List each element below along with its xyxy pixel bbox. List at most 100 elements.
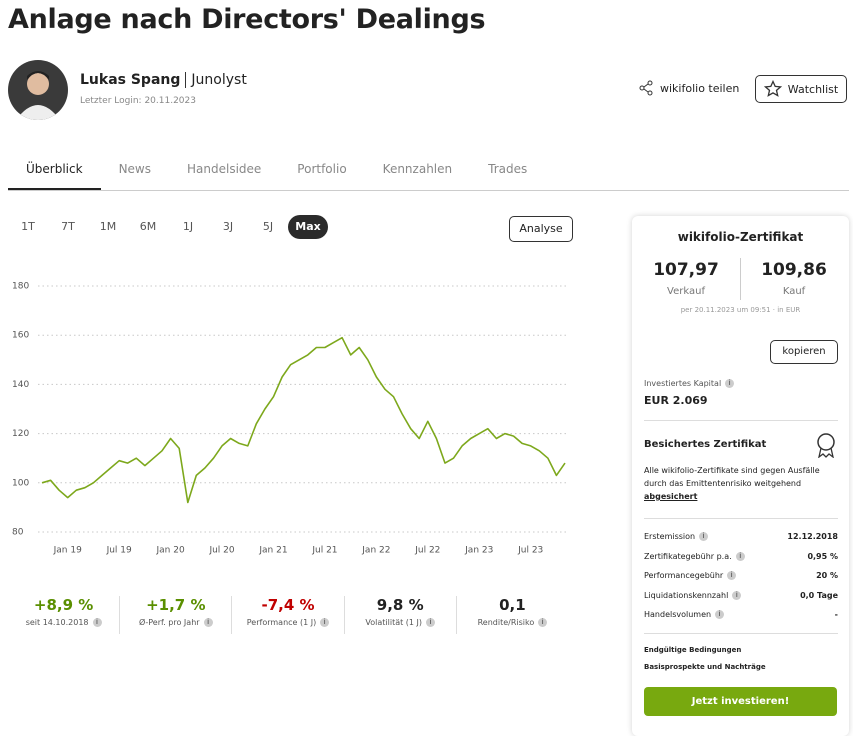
detail-label: Handelsvolumen i — [644, 610, 725, 619]
range-button[interactable]: 1J — [182, 220, 194, 233]
stat-value: +8,9 % — [33, 596, 94, 614]
x-tick-label: Jul 21 — [311, 546, 337, 556]
range-button[interactable]: 1T — [21, 220, 35, 233]
y-tick-label: 120 — [12, 429, 29, 439]
stat: +8,9 % seit 14.10.2018 i — [8, 596, 121, 634]
divider — [644, 633, 838, 634]
tab-bar: Überblick News Handelsidee Portfolio Kennzah… — [8, 150, 849, 191]
timestamp: per 20.11.2023 um 09:51 · in EUR — [680, 306, 801, 314]
detail-label-text: Performancegebühr — [644, 571, 724, 580]
x-tick-label: Jan 22 — [361, 546, 390, 556]
panel-title: wikifolio-Zertifikat — [677, 230, 804, 244]
tab[interactable]: Handelsidee — [187, 162, 262, 176]
company: Junolyst — [191, 72, 247, 88]
chart: 80 100 120 140 160 180 Jan 19 Jul 19 Jan 20 Jul 2… — [12, 282, 568, 556]
share-button[interactable]: wikifolio teilen — [638, 80, 739, 96]
info-icon[interactable]: i — [92, 618, 102, 627]
x-tick-label: Jan 19 — [53, 546, 82, 556]
secured-link[interactable]: abgesichert — [644, 492, 698, 501]
tab[interactable]: Trades — [488, 162, 528, 176]
info-icon[interactable]: i — [426, 618, 436, 627]
range-button[interactable]: 6M — [139, 220, 157, 233]
detail-label: Performancegebühr i — [644, 571, 737, 580]
stat-label: Performance (1 J) i — [232, 618, 343, 627]
info-icon[interactable]: i — [735, 551, 745, 561]
analyse-button[interactable]: Analyse — [509, 216, 573, 242]
info-icon[interactable]: i — [538, 618, 548, 627]
capital-label: Investiertes Kapital i — [644, 379, 735, 388]
y-tick-label: 80 — [12, 528, 24, 538]
detail-value: 0,95 % — [807, 551, 838, 561]
stat: +1,7 % Ø-Perf. pro Jahr i — [120, 596, 233, 634]
tab[interactable]: Überblick — [8, 150, 101, 190]
buy-price: 109,86 — [761, 260, 827, 280]
capital-label-text: Investiertes Kapital — [644, 379, 722, 388]
detail-label-text: Zertifikategebühr p.a. — [644, 551, 732, 561]
divider — [644, 420, 838, 421]
y-tick-label: 180 — [12, 282, 29, 292]
info-icon[interactable]: i — [320, 618, 330, 627]
detail-row: Zertifikategebühr p.a. i 0,95 % — [644, 551, 838, 561]
detail-label-text: Handelsvolumen — [644, 610, 712, 619]
range-button[interactable]: 7T — [61, 220, 75, 233]
stat: 0,1 Rendite/Risiko i — [457, 596, 568, 634]
trader-name[interactable]: Lukas Spang — [80, 72, 181, 88]
copy-button[interactable]: kopieren — [770, 340, 838, 364]
award-icon — [817, 433, 835, 458]
stat-value: -7,4 % — [261, 596, 315, 614]
info-icon[interactable]: i — [725, 379, 735, 388]
x-tick-label: Jul 20 — [208, 546, 234, 556]
detail-label-text: Liquidationskennzahl — [644, 590, 729, 600]
avatar-image — [16, 71, 60, 120]
avatar — [8, 60, 68, 120]
detail-label-text: Erstemission — [644, 532, 696, 541]
x-tick-label: Jan 21 — [258, 546, 287, 556]
info-icon[interactable]: i — [203, 618, 213, 627]
range-button[interactable]: 3J — [222, 220, 234, 233]
watchlist-button[interactable]: Watchlist — [755, 75, 847, 103]
stats-row: +8,9 % seit 14.10.2018 i +1,7 % Ø-Perf. pro … — [8, 596, 568, 634]
sell-label: Verkauf — [667, 286, 705, 297]
info-icon[interactable]: i — [715, 610, 725, 619]
detail-label: Zertifikategebühr p.a. i — [644, 551, 745, 561]
detail-label: Erstemission i — [644, 532, 709, 541]
tab[interactable]: Portfolio — [297, 162, 347, 176]
info-icon[interactable]: i — [732, 590, 742, 600]
x-tick-label: Jan 23 — [464, 546, 493, 556]
separator — [185, 72, 187, 88]
info-icon[interactable]: i — [727, 571, 737, 580]
detail-row: Erstemission i 12.12.2018 — [644, 532, 838, 541]
certificate-panel: wikifolio-Zertifikat 107,97 Verkauf 109,… — [632, 216, 849, 736]
x-tick-label: Jul 19 — [106, 546, 132, 556]
x-tick-label: Jul 22 — [414, 546, 440, 556]
tab[interactable]: Kennzahlen — [382, 162, 453, 176]
performance-line — [41, 336, 566, 504]
range-button[interactable]: 1M — [99, 220, 117, 233]
secured-body: Alle wikifolio-Zertifikate sind gegen Au… — [644, 466, 820, 488]
divider — [740, 258, 741, 300]
stat-label-text: Volatilität (1 J) — [365, 618, 423, 627]
tab[interactable]: News — [118, 162, 151, 176]
range-button[interactable]: Max — [288, 215, 328, 239]
stat-value: +1,7 % — [146, 596, 206, 614]
secured-title: Besichertes Zertifikat — [644, 439, 767, 450]
detail-row: Liquidationskennzahl i 0,0 Tage — [644, 590, 838, 600]
sell-price: 107,97 — [653, 260, 719, 280]
invest-button[interactable]: Jetzt investieren! — [644, 687, 837, 716]
doc-link[interactable]: Endgültige Bedingungen — [644, 646, 742, 654]
buy-label: Kauf — [782, 286, 806, 297]
info-icon[interactable]: i — [699, 532, 709, 541]
detail-row: Performancegebühr i 20 % — [644, 571, 838, 580]
stat: 9,8 % Volatilität (1 J) i — [345, 596, 457, 634]
detail-value: 0,0 Tage — [800, 590, 838, 600]
doc-link[interactable]: Basisprospekte und Nachträge — [644, 663, 766, 671]
trader: Lukas Spang Junolyst — [80, 72, 247, 88]
y-tick-label: 140 — [12, 380, 29, 390]
detail-value: 20 % — [816, 571, 838, 580]
secured-text: Alle wikifolio-Zertifikate sind gegen Au… — [644, 464, 838, 503]
range-button[interactable]: 5J — [262, 220, 274, 233]
stat-label-text: seit 14.10.2018 — [25, 618, 89, 627]
divider — [644, 518, 838, 519]
detail-row: Handelsvolumen i - — [644, 610, 838, 619]
